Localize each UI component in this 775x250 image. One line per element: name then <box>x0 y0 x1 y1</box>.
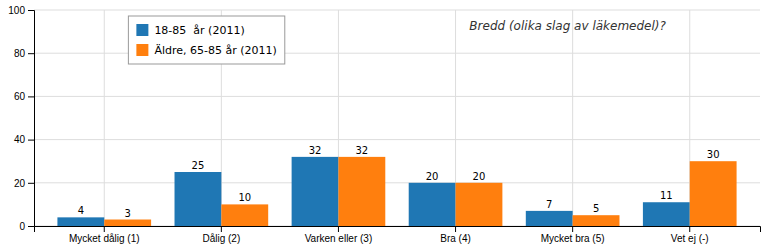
legend-label: Äldre, 65-85 år (2011) <box>154 44 276 57</box>
y-tick: 100 <box>8 5 34 16</box>
grid-line-x <box>104 10 105 226</box>
legend-box <box>128 16 284 64</box>
x-tick: Mycket dålig (1) <box>69 226 140 244</box>
data-label: 30 <box>707 149 720 160</box>
data-label: 32 <box>309 145 322 156</box>
x-tick-mark <box>221 226 222 232</box>
bar <box>573 215 620 226</box>
y-tick: 80 <box>14 48 34 59</box>
x-axis: Mycket dålig (1) Dålig (2) Varken eller (3… <box>35 226 761 244</box>
legend-swatch <box>136 44 148 56</box>
bar <box>221 204 268 226</box>
data-labels: 4 25 32 20 7 11 3 10 32 20 5 30 <box>78 145 720 219</box>
y-tick: 0 <box>19 221 34 232</box>
chart: 0 20 40 60 80 100 Mycket dålig (1) Dålig (2) Var… <box>0 0 775 250</box>
x-tick-mark <box>455 226 456 232</box>
data-label: 11 <box>660 190 673 201</box>
x-tick-label: Bra (4) <box>440 233 471 244</box>
bar <box>104 220 151 226</box>
y-tick-mark <box>28 226 34 227</box>
data-label: 25 <box>192 160 205 171</box>
y-axis: 0 20 40 60 80 100 <box>8 5 34 232</box>
plot: 0 20 40 60 80 100 Mycket dålig (1) Dålig (2) Var… <box>8 5 760 244</box>
y-tick-mark <box>28 140 34 141</box>
y-tick-mark <box>28 96 34 97</box>
data-label: 5 <box>593 203 599 214</box>
x-tick-label: Varken eller (3) <box>305 233 373 244</box>
bar <box>338 157 385 226</box>
x-tick-label: Vet ej (-) <box>671 233 709 244</box>
data-label: 10 <box>238 192 251 203</box>
y-tick-label: 20 <box>14 178 26 189</box>
grid <box>34 10 760 226</box>
annotation: Bredd (olika slag av läkemedel)? <box>469 19 666 33</box>
grid-line-y <box>34 96 760 97</box>
x-tick-label: Mycket bra (5) <box>541 233 605 244</box>
legend-label: 18-85 år (2011) <box>154 24 244 37</box>
y-tick-label: 60 <box>14 91 26 102</box>
legend: 18-85 år (2011) Äldre, 65-85 år (2011) <box>128 16 284 64</box>
x-axis-line <box>35 227 761 233</box>
grid-line-y <box>34 182 760 183</box>
y-tick-label: 40 <box>14 134 26 145</box>
x-tick-mark <box>689 226 690 232</box>
y-tick: 40 <box>14 134 34 145</box>
grid-line-y <box>34 139 760 140</box>
y-tick: 20 <box>14 178 34 189</box>
y-tick-label: 100 <box>8 5 25 16</box>
x-tick-mark <box>338 226 339 232</box>
bar <box>456 183 503 226</box>
y-tick-label: 0 <box>19 221 25 232</box>
data-label: 32 <box>356 145 369 156</box>
bar <box>292 157 339 226</box>
bar <box>690 161 737 226</box>
y-tick-mark <box>28 53 34 54</box>
bar <box>409 183 456 226</box>
x-tick-mark <box>104 226 105 232</box>
data-label: 3 <box>124 208 130 219</box>
grid-line-x <box>572 10 573 226</box>
bar <box>175 172 222 226</box>
y-tick-label: 80 <box>14 48 26 59</box>
x-tick: Dålig (2) <box>202 226 240 244</box>
x-tick: Mycket bra (5) <box>541 226 605 244</box>
x-tick-label: Mycket dålig (1) <box>69 233 140 244</box>
x-tick-mark <box>572 226 573 232</box>
x-tick-label: Dålig (2) <box>202 233 240 244</box>
data-label: 20 <box>473 171 486 182</box>
data-label: 20 <box>426 171 439 182</box>
y-tick: 60 <box>14 91 34 102</box>
y-tick-mark <box>28 10 34 11</box>
x-tick: Bra (4) <box>440 226 471 244</box>
legend-swatch <box>136 24 148 36</box>
x-tick: Varken eller (3) <box>305 226 373 244</box>
bar <box>643 202 690 226</box>
x-tick: Vet ej (-) <box>671 226 709 244</box>
bar <box>57 217 104 226</box>
y-axis-line <box>28 11 35 227</box>
y-tick-mark <box>28 183 34 184</box>
data-label: 7 <box>546 199 552 210</box>
bar <box>526 211 573 226</box>
bars <box>57 157 736 226</box>
grid-line-y <box>34 10 760 11</box>
data-label: 4 <box>78 205 84 216</box>
